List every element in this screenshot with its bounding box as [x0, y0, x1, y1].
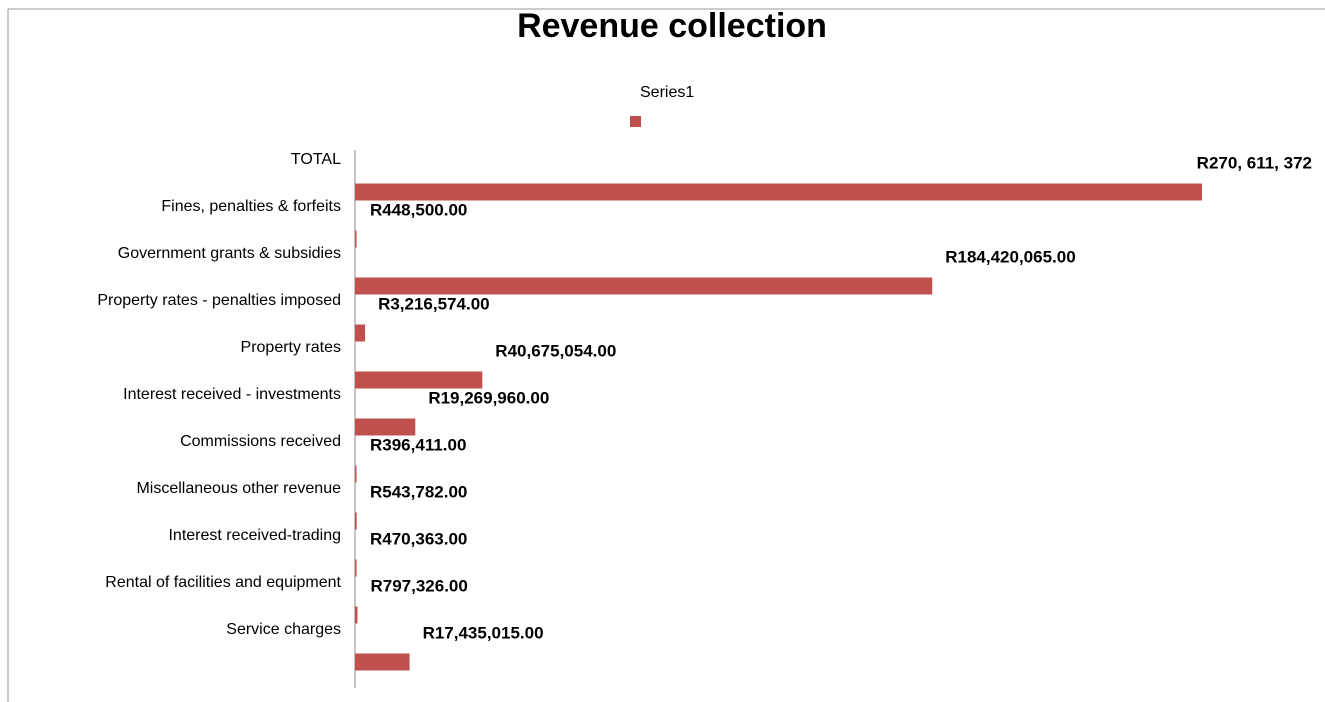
- legend-swatch: [630, 116, 641, 127]
- category-label: Property rates - penalties imposed: [97, 292, 341, 309]
- bar: [355, 183, 1202, 201]
- category-label: Fines, penalties & forfeits: [161, 198, 341, 215]
- bar: [355, 606, 358, 624]
- value-label: R543,782.00: [370, 482, 467, 501]
- category-label: Government grants & subsidies: [118, 245, 341, 262]
- chart-title: Revenue collection: [517, 7, 827, 45]
- value-label: R19,269,960.00: [428, 388, 549, 407]
- bar: [355, 653, 410, 671]
- bar: [355, 324, 366, 342]
- bar: [355, 418, 416, 436]
- value-label: R184,420,065.00: [945, 247, 1075, 266]
- bar: [355, 371, 483, 389]
- value-label: R17,435,015.00: [423, 623, 544, 642]
- legend-label: Series1: [640, 84, 694, 101]
- bar: [355, 512, 357, 530]
- category-label: Commissions received: [180, 433, 341, 450]
- value-label: R797,326.00: [370, 576, 467, 595]
- value-label: R40,675,054.00: [495, 341, 616, 360]
- value-label: R448,500.00: [370, 200, 467, 219]
- value-label: R470,363.00: [370, 529, 467, 548]
- bar: [355, 559, 357, 577]
- bar: [355, 465, 357, 483]
- category-label: Interest received - investments: [123, 386, 341, 403]
- bar: [355, 277, 933, 295]
- value-label: R270, 611, 372: [1197, 153, 1312, 172]
- category-label: Rental of facilities and equipment: [105, 574, 341, 591]
- category-label: Service charges: [226, 621, 341, 638]
- category-label: Interest received-trading: [168, 527, 341, 544]
- category-label: Property rates: [241, 339, 341, 356]
- value-label: R396,411.00: [370, 435, 466, 454]
- value-label: R3,216,574.00: [378, 294, 490, 313]
- category-label: TOTAL: [291, 151, 341, 168]
- bar: [355, 230, 357, 248]
- category-label: Miscellaneous other revenue: [136, 480, 341, 497]
